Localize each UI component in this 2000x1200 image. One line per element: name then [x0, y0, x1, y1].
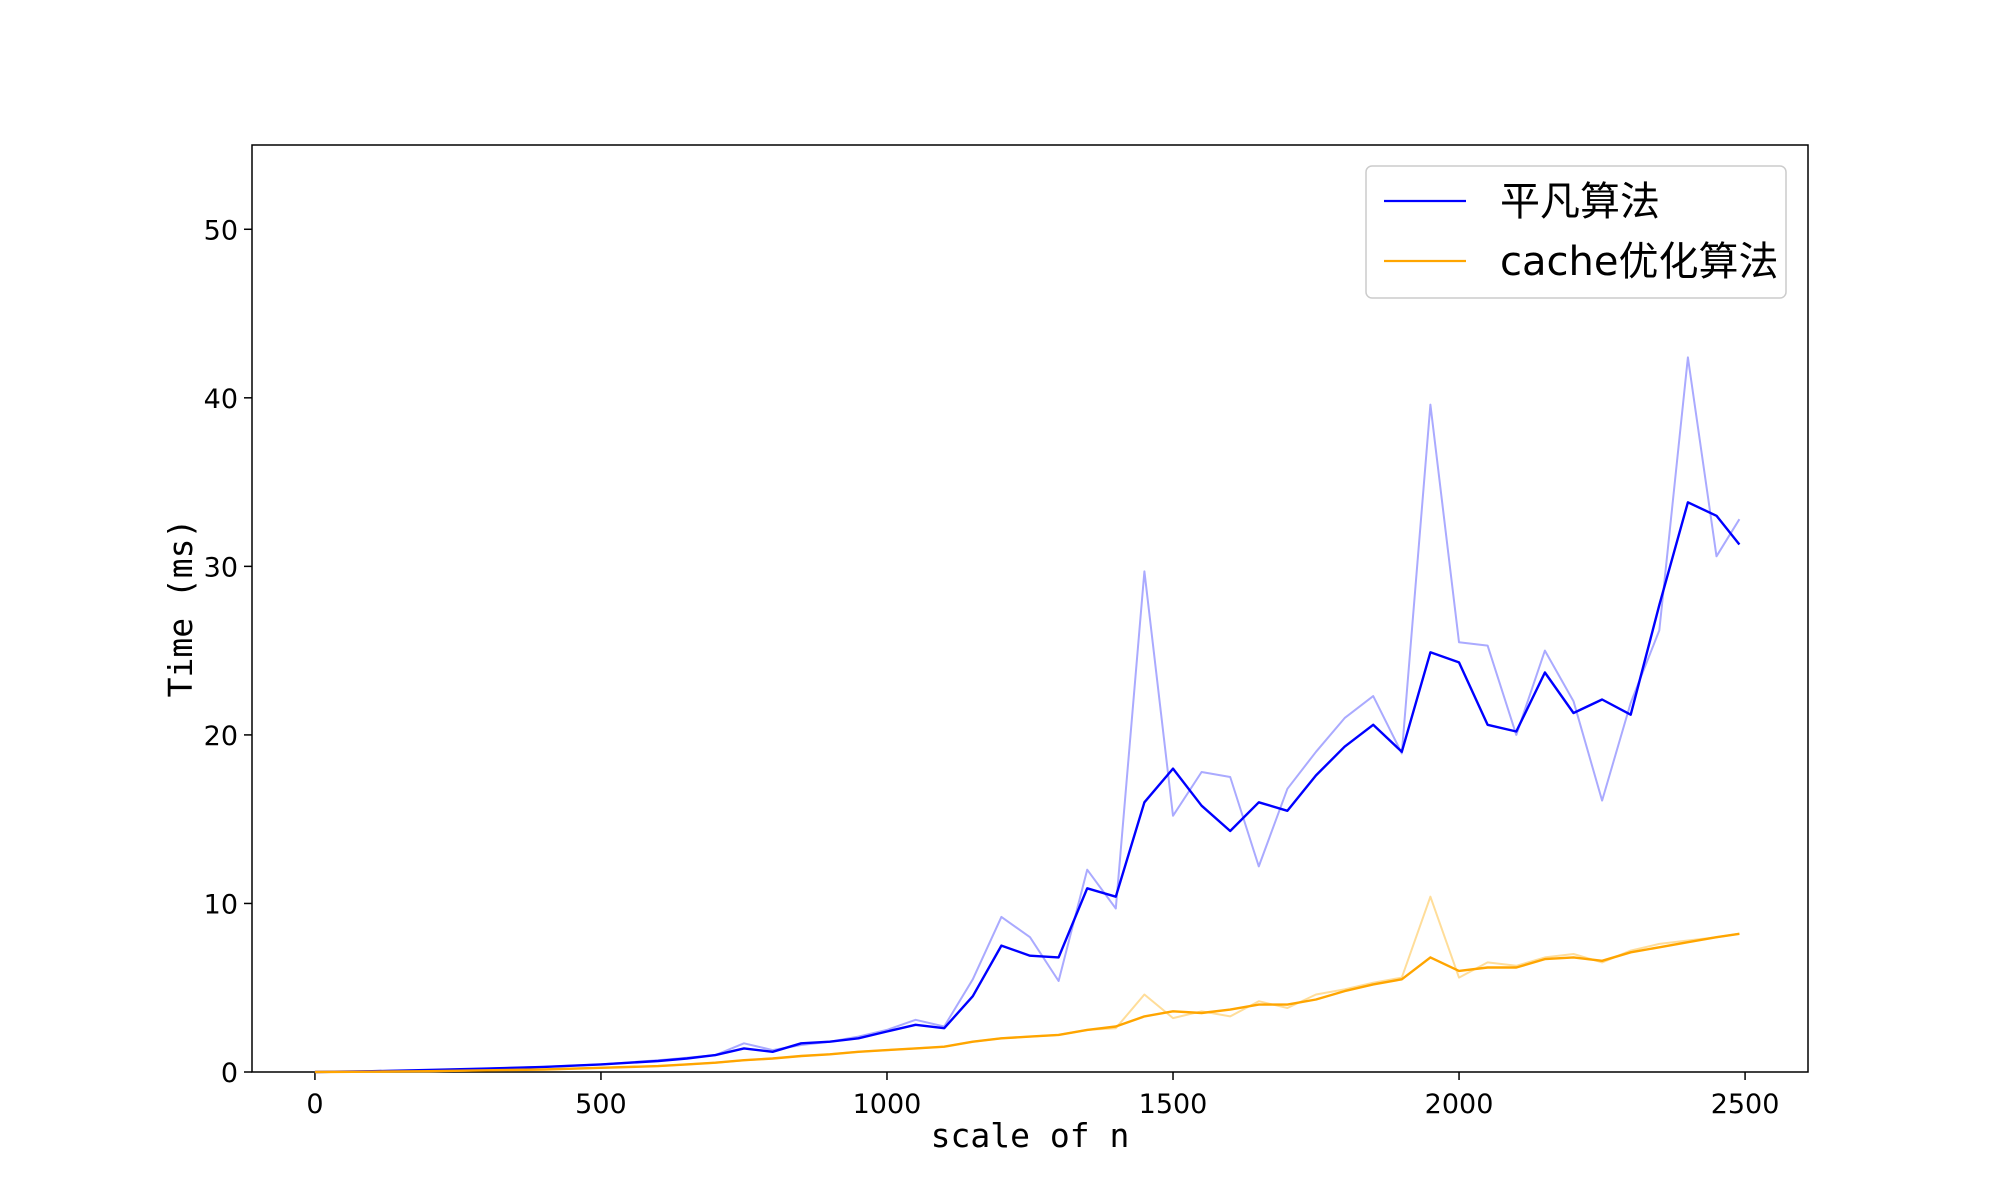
legend: 平凡算法 cache优化算法: [1365, 165, 1787, 299]
x-axis-label: scale of n: [931, 1116, 1130, 1155]
y-tick-label: 30: [204, 552, 238, 583]
y-tick-label: 20: [204, 721, 238, 752]
x-tick-label: 1500: [1139, 1089, 1208, 1120]
y-tick-label: 50: [204, 215, 238, 246]
x-axis-ticks: 0 500 1000 1500 2000 2500: [306, 1072, 1779, 1120]
plot-area: [251, 144, 1809, 1073]
x-tick-label: 0: [306, 1089, 323, 1120]
series-1-smoothed-line: [314, 501, 1741, 1074]
y-axis-label: Time (ms): [161, 519, 200, 698]
y-tick-label: 0: [221, 1058, 238, 1089]
x-tick-label: 2000: [1425, 1089, 1494, 1120]
y-tick-label: 40: [204, 384, 238, 415]
legend-box: [1365, 165, 1787, 299]
y-tick-label: 10: [204, 889, 238, 920]
series-2-smoothed-line: [314, 932, 1740, 1074]
x-tick-label: 2500: [1711, 1089, 1780, 1120]
x-tick-label: 500: [575, 1089, 627, 1120]
x-tick-label: 1000: [853, 1089, 922, 1120]
legend-label-series-1: 平凡算法: [1500, 179, 1660, 225]
y-axis-ticks: 0 10 20 30 40 50: [204, 215, 252, 1089]
series-lines: [314, 356, 1741, 1074]
legend-label-series-2: cache优化算法: [1500, 239, 1778, 285]
